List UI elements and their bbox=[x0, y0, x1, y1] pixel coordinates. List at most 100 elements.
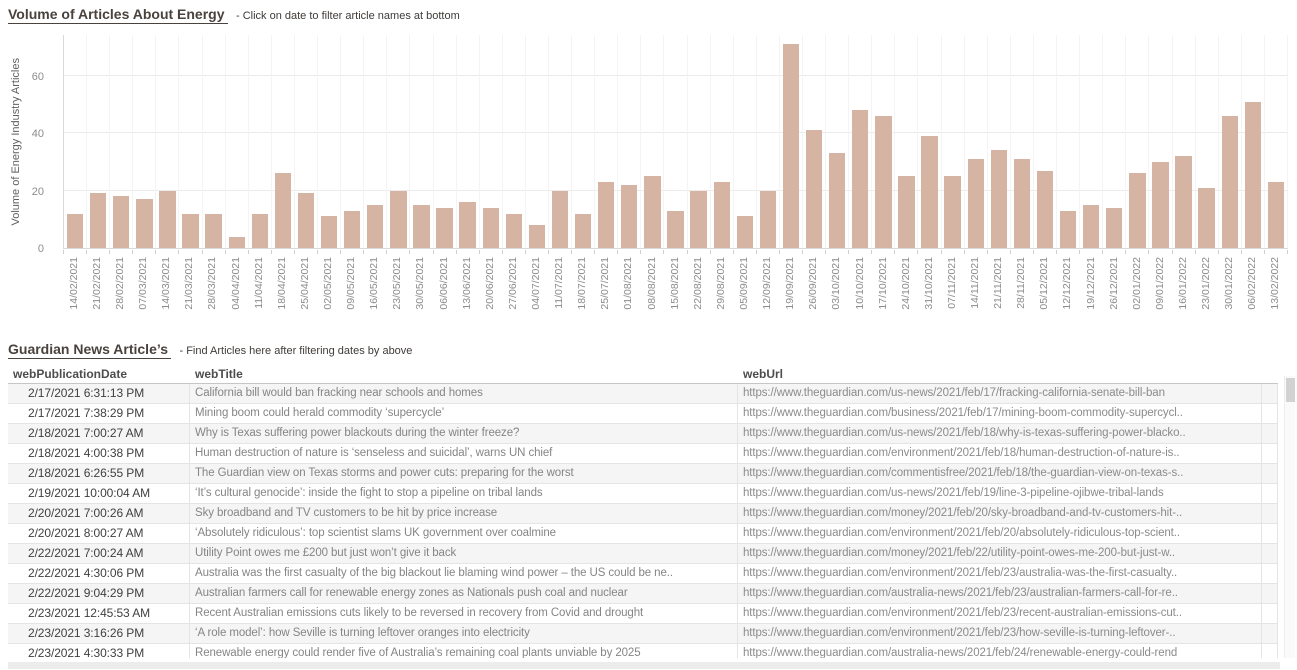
bar-21/02/2021[interactable] bbox=[89, 193, 107, 248]
bar-01/08/2021[interactable] bbox=[621, 184, 638, 248]
bar-slot bbox=[87, 35, 111, 248]
bar-24/10/2021[interactable] bbox=[898, 176, 915, 248]
bar-10/10/2021[interactable] bbox=[852, 110, 869, 248]
bar-26/09/2021[interactable] bbox=[805, 130, 823, 248]
bar-28/11/2021[interactable] bbox=[1013, 159, 1031, 248]
axis-tick bbox=[1103, 250, 1127, 254]
cell-publication-date: 2/17/2021 7:38:29 PM bbox=[8, 404, 190, 424]
bar-30/05/2021[interactable] bbox=[413, 204, 430, 248]
bar-14/02/2021[interactable] bbox=[66, 213, 84, 248]
x-axis-label: 25/04/2021 bbox=[298, 257, 311, 310]
column-header-webpublicationdate[interactable]: webPublicationDate bbox=[13, 367, 128, 381]
cell-publication-date: 2/22/2021 7:00:24 AM bbox=[8, 544, 190, 564]
bar-12/12/2021[interactable] bbox=[1059, 210, 1077, 248]
bar-12/09/2021[interactable] bbox=[759, 190, 777, 248]
x-axis-label: 08/08/2021 bbox=[645, 257, 658, 310]
bar-20/06/2021[interactable] bbox=[482, 207, 499, 248]
vertical-scrollbar-thumb[interactable] bbox=[1286, 378, 1295, 402]
bar-17/10/2021[interactable] bbox=[875, 115, 892, 248]
axis-tick bbox=[364, 250, 388, 254]
bar-18/04/2021[interactable] bbox=[274, 173, 292, 248]
bar-29/08/2021[interactable] bbox=[713, 182, 730, 248]
bar-08/08/2021[interactable] bbox=[644, 176, 661, 248]
bar-04/07/2021[interactable] bbox=[528, 225, 546, 248]
bar-30/01/2022[interactable] bbox=[1221, 115, 1238, 248]
bar-slot bbox=[1173, 35, 1196, 248]
bar-27/06/2021[interactable] bbox=[505, 213, 522, 248]
table-row[interactable]: 2/18/2021 4:00:38 PM Human destruction of… bbox=[8, 444, 1278, 464]
bar-13/06/2021[interactable] bbox=[459, 202, 476, 248]
bar-06/02/2022[interactable] bbox=[1244, 101, 1261, 248]
cell-publication-date: 2/20/2021 8:00:27 AM bbox=[8, 524, 190, 544]
bar-02/01/2022[interactable] bbox=[1129, 173, 1146, 248]
bar-05/12/2021[interactable] bbox=[1036, 170, 1054, 248]
bar-18/07/2021[interactable] bbox=[574, 213, 592, 248]
bar-slot bbox=[1265, 35, 1288, 248]
table-row[interactable]: 2/22/2021 7:00:24 AM Utility Point owes m… bbox=[8, 544, 1278, 564]
table-row[interactable]: 2/17/2021 7:38:29 PM Mining boom could he… bbox=[8, 404, 1278, 424]
bar-04/04/2021[interactable] bbox=[228, 236, 245, 248]
bar-31/10/2021[interactable] bbox=[921, 136, 938, 248]
column-header-weburl[interactable]: webUrl bbox=[743, 367, 784, 381]
bar-28/02/2021[interactable] bbox=[113, 196, 130, 248]
bar-19/12/2021[interactable] bbox=[1083, 204, 1100, 248]
table-section-title: Guardian News Article’s - Find Articles … bbox=[8, 341, 412, 359]
x-axis-label: 13/02/2022 bbox=[1269, 257, 1282, 310]
x-axis-label: 23/05/2021 bbox=[391, 257, 404, 310]
bar-07/11/2021[interactable] bbox=[944, 176, 961, 248]
x-axis-labels: 14/02/2021 21/02/2021 28/02/2021 07/03/2021… bbox=[63, 257, 1288, 335]
table-row[interactable]: 2/20/2021 7:00:26 AM Sky broadband and TV… bbox=[8, 504, 1278, 524]
table-row[interactable]: 2/23/2021 4:30:33 PM Renewable energy cou… bbox=[8, 644, 1278, 658]
bar-21/11/2021[interactable] bbox=[990, 150, 1007, 248]
bar-25/07/2021[interactable] bbox=[598, 182, 615, 248]
table-row[interactable]: 2/23/2021 3:16:26 PM ‘A role model’: how … bbox=[8, 624, 1278, 644]
bar-14/11/2021[interactable] bbox=[967, 159, 984, 248]
bar-16/01/2022[interactable] bbox=[1175, 156, 1192, 248]
bar-03/10/2021[interactable] bbox=[828, 153, 846, 248]
x-axis-label: 14/11/2021 bbox=[969, 257, 982, 309]
axis-tick bbox=[849, 250, 873, 254]
bar-25/04/2021[interactable] bbox=[297, 193, 315, 248]
table-row[interactable]: 2/23/2021 12:45:53 AM Recent Australian e… bbox=[8, 604, 1278, 624]
horizontal-scrollbar[interactable] bbox=[8, 662, 1280, 669]
bar-11/07/2021[interactable] bbox=[551, 190, 569, 248]
cell-publication-date: 2/18/2021 6:26:55 PM bbox=[8, 464, 190, 484]
table-row[interactable]: 2/22/2021 9:04:29 PM Australian farmers c… bbox=[8, 584, 1278, 604]
table-row[interactable]: 2/19/2021 10:00:04 AM ‘It’s cultural geno… bbox=[8, 484, 1278, 504]
bar-09/05/2021[interactable] bbox=[344, 210, 361, 248]
bar-28/03/2021[interactable] bbox=[205, 213, 222, 248]
bar-23/01/2022[interactable] bbox=[1198, 187, 1215, 248]
bar-19/09/2021[interactable] bbox=[782, 44, 800, 248]
axis-tick bbox=[249, 250, 272, 254]
bar-16/05/2021[interactable] bbox=[367, 204, 384, 248]
table-row[interactable]: 2/17/2021 6:31:13 PM California bill woul… bbox=[8, 384, 1278, 404]
bar-22/08/2021[interactable] bbox=[690, 190, 707, 248]
bar-14/03/2021[interactable] bbox=[159, 190, 176, 248]
bar-slot bbox=[295, 35, 319, 248]
x-axis-label: 24/10/2021 bbox=[899, 257, 912, 310]
x-axis-label: 21/03/2021 bbox=[183, 257, 196, 310]
bar-15/08/2021[interactable] bbox=[667, 210, 684, 248]
vertical-scrollbar[interactable] bbox=[1284, 376, 1295, 658]
cell-spacer bbox=[1262, 464, 1278, 484]
cell-spacer bbox=[1262, 384, 1278, 404]
cell-web-url: https://www.theguardian.com/environment/… bbox=[738, 604, 1262, 624]
axis-tick bbox=[480, 250, 503, 254]
table-row[interactable]: 2/22/2021 4:30:06 PM Australia was the fi… bbox=[8, 564, 1278, 584]
column-header-webtitle[interactable]: webTitle bbox=[195, 367, 243, 381]
bar-05/09/2021[interactable] bbox=[736, 216, 753, 248]
bar-02/05/2021[interactable] bbox=[320, 216, 338, 248]
bar-13/02/2022[interactable] bbox=[1267, 182, 1285, 248]
table-row[interactable]: 2/18/2021 6:26:55 PM The Guardian view on… bbox=[8, 464, 1278, 484]
bar-21/03/2021[interactable] bbox=[182, 213, 199, 248]
articles-table: webPublicationDate webTitle webUrl 2/17/… bbox=[8, 365, 1278, 658]
bar-23/05/2021[interactable] bbox=[390, 190, 407, 248]
table-row[interactable]: 2/20/2021 8:00:27 AM ‘Absolutely ridiculo… bbox=[8, 524, 1278, 544]
bar-06/06/2021[interactable] bbox=[436, 207, 453, 248]
table-row[interactable]: 2/18/2021 7:00:27 AM Why is Texas sufferi… bbox=[8, 424, 1278, 444]
bar-09/01/2022[interactable] bbox=[1152, 161, 1169, 248]
bar-11/04/2021[interactable] bbox=[251, 213, 268, 248]
bar-26/12/2021[interactable] bbox=[1106, 207, 1123, 248]
bar-07/03/2021[interactable] bbox=[136, 199, 153, 248]
